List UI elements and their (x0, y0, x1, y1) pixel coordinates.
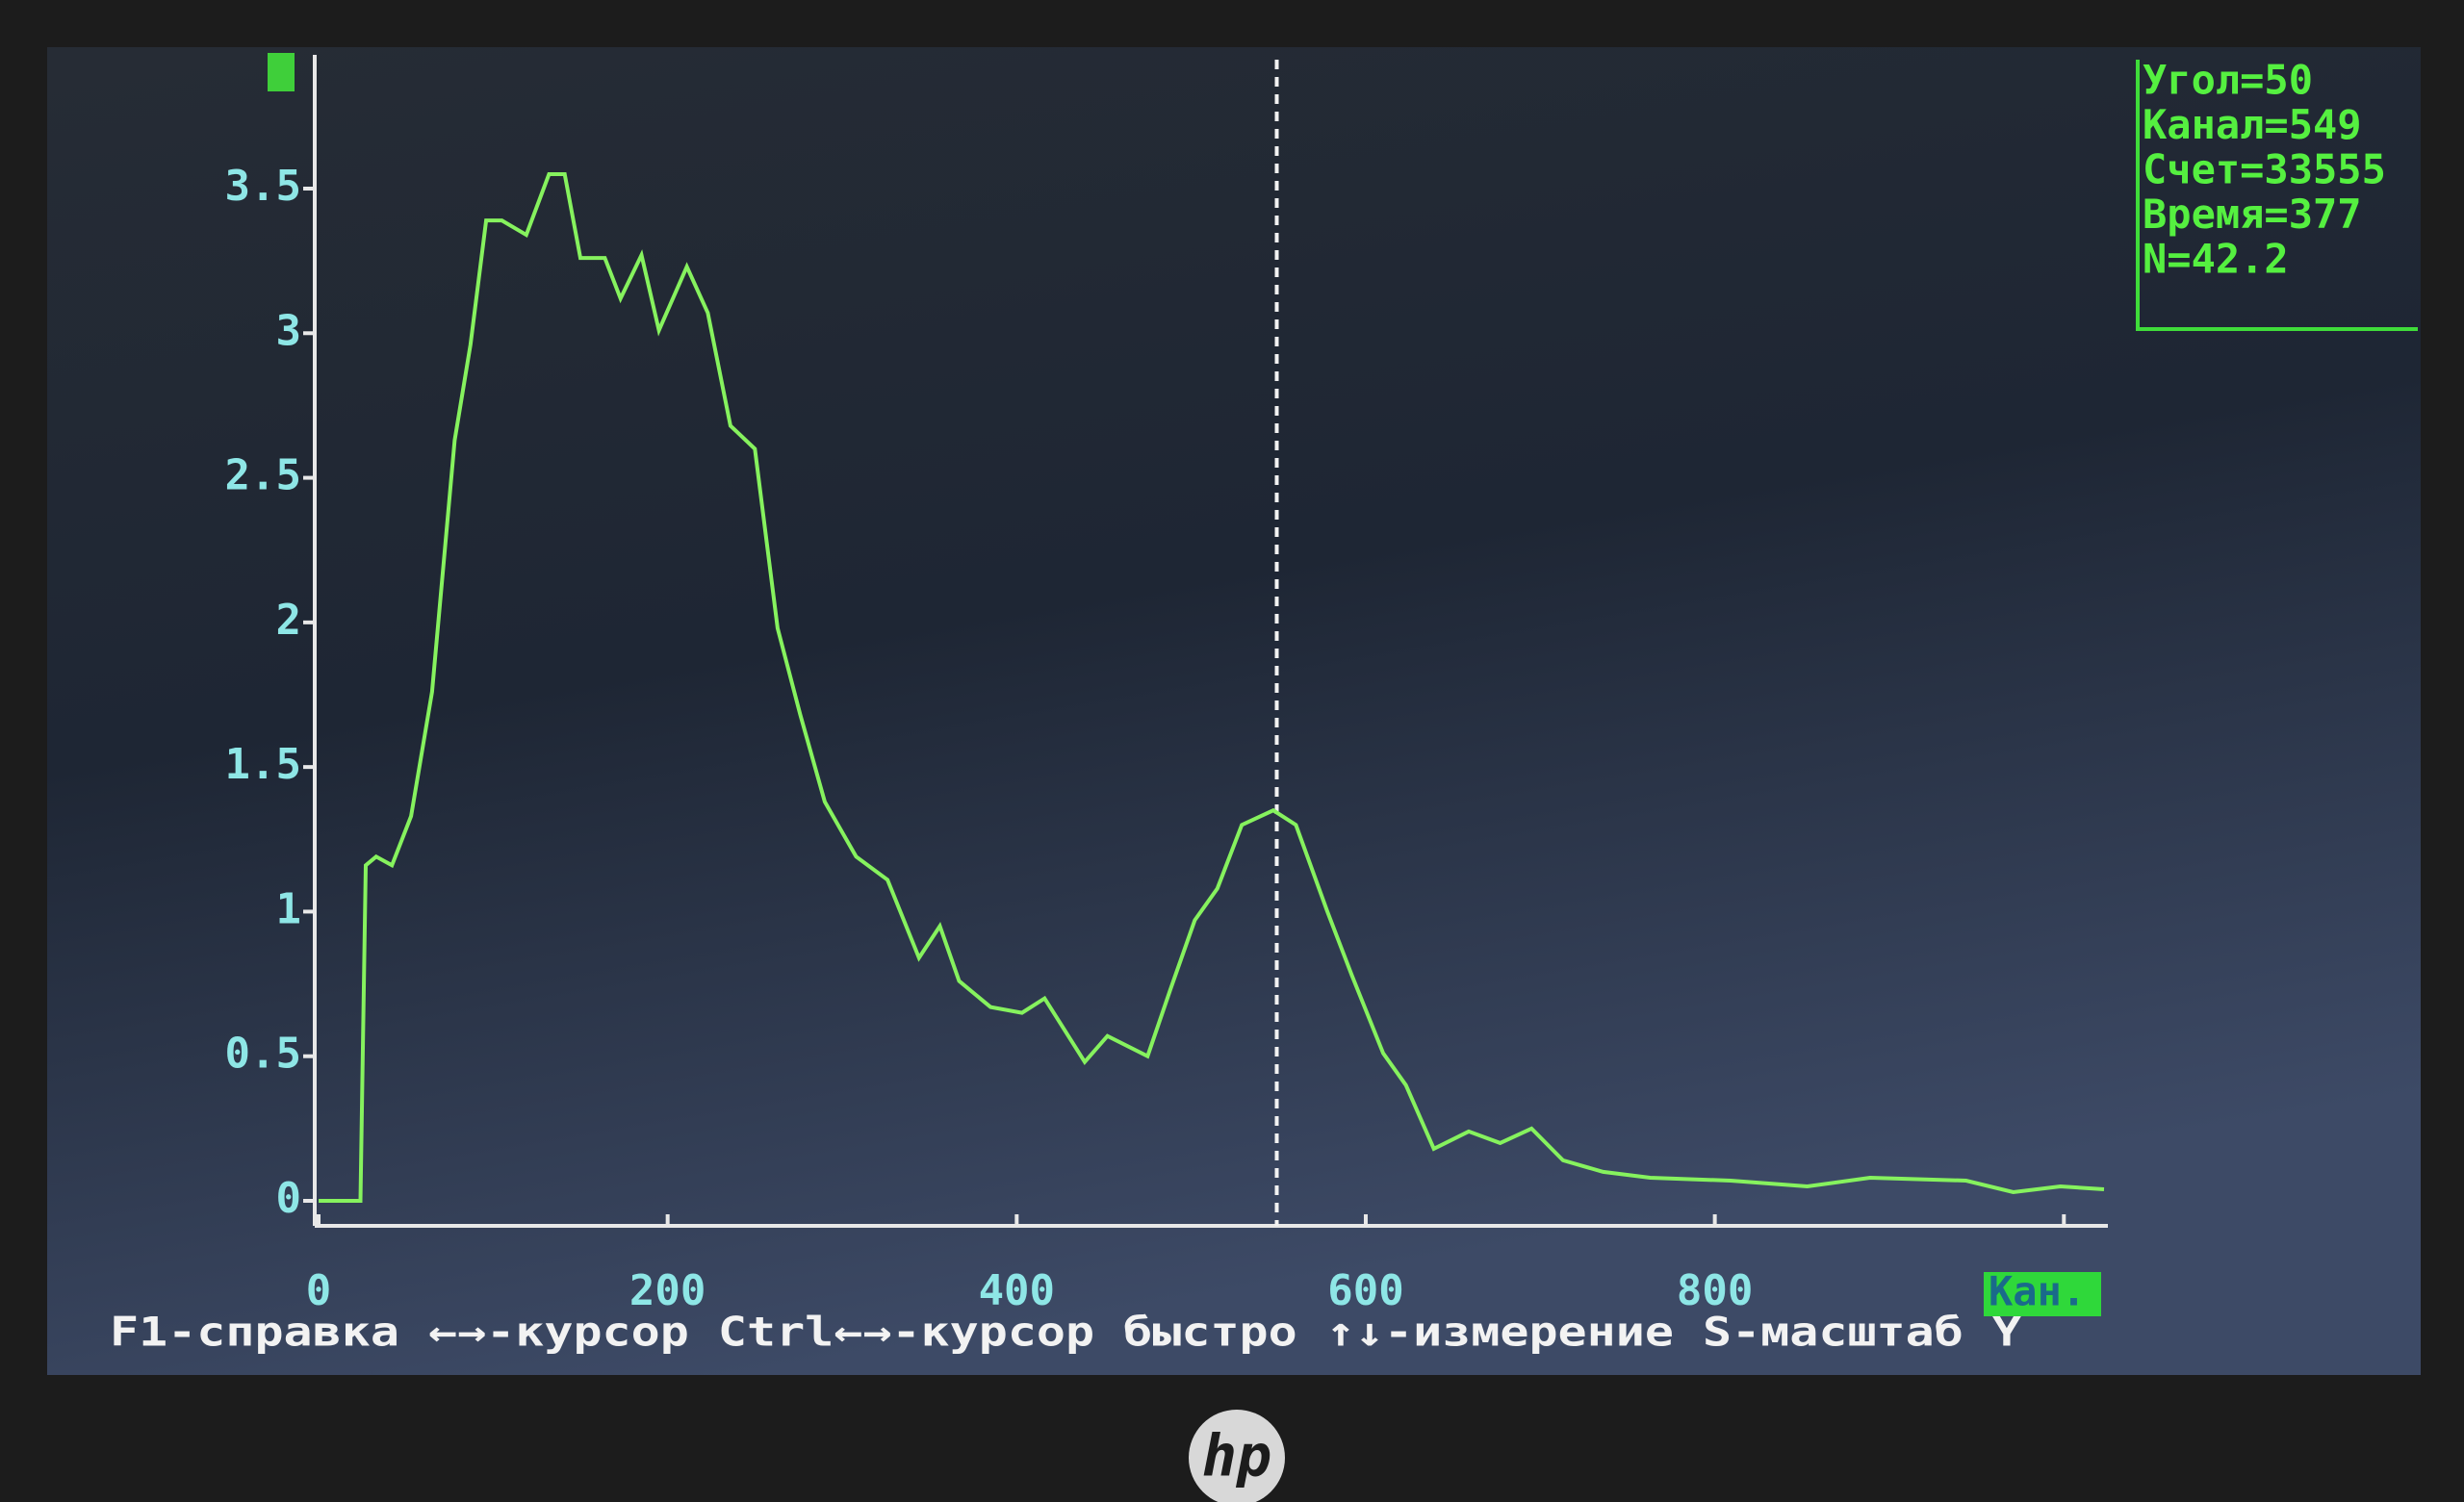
x-label: Кан. (1989, 1268, 2086, 1315)
y-tick-label: 2.5 (225, 451, 301, 500)
x-tick-label: 0 (306, 1266, 332, 1315)
y-tick-label: 3.5 (225, 162, 301, 211)
info-line: Угол=50 (2143, 57, 2313, 104)
y-tick-label: 2 (276, 596, 302, 645)
axis-marker (268, 53, 295, 91)
info-box (2136, 60, 2418, 331)
x-tick-label: 400 (979, 1266, 1055, 1315)
info-line: N=42.2 (2143, 236, 2289, 283)
x-tick-label: 200 (629, 1266, 706, 1315)
y-tick-label: 1.5 (225, 740, 301, 789)
info-line: Канал=549 (2143, 101, 2362, 148)
x-tick-label: 600 (1327, 1266, 1403, 1315)
y-tick-label: 0.5 (225, 1030, 301, 1079)
info-line: Время=377 (2143, 191, 2362, 238)
spectrum-line (319, 172, 2105, 1203)
x-tick-label: 800 (1677, 1266, 1753, 1315)
status-line: F1-справка ←→-курсор Ctrl←→-курсор быстр… (110, 1309, 2022, 1356)
y-tick-label: 0 (276, 1174, 302, 1223)
info-line: Счет=33555 (2143, 146, 2386, 193)
logo (1189, 1410, 1285, 1502)
y-tick-label: 1 (276, 884, 302, 933)
y-tick-label: 3 (276, 306, 302, 355)
x-label-box (1984, 1272, 2101, 1316)
logo-text: hp (1202, 1423, 1271, 1490)
plot: 00.511.522.533.502004006008000Кан.Угол=5… (110, 53, 2418, 1356)
screen (47, 47, 2421, 1375)
